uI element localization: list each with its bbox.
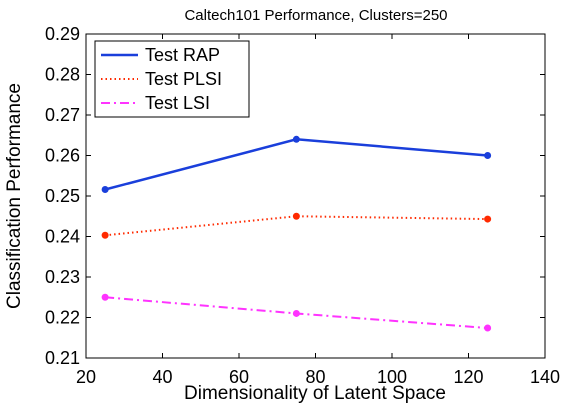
y-ticks: 0.21 0.22 0.23 0.24 0.25 0.26 0.27 0.28 0.29 (45, 24, 545, 368)
x-axis-title: Dimensionality of Latent Space (184, 383, 446, 404)
x-ticks: 20 40 60 80 100 120 140 (76, 34, 560, 387)
x-tick-label: 120 (453, 367, 483, 387)
y-tick-label: 0.28 (45, 65, 80, 85)
data-point (101, 293, 109, 301)
data-point (484, 215, 492, 223)
y-tick-label: 0.21 (45, 348, 80, 368)
x-tick-label: 20 (76, 367, 96, 387)
data-point (101, 186, 109, 194)
series-line-0 (104, 138, 488, 191)
data-point (484, 152, 492, 159)
series-line-1 (105, 215, 488, 237)
chart-title: Caltech101 Performance, Clusters=250 (184, 7, 447, 24)
legend-label: Test LSI (145, 93, 210, 113)
x-tick-label: 100 (377, 367, 407, 387)
legend: Test RAP Test PLSI Test LSI (94, 40, 250, 118)
y-axis-title: Classification Performance (4, 83, 25, 309)
y-tick-label: 0.23 (45, 267, 80, 287)
data-point (101, 231, 109, 239)
y-tick-label: 0.22 (45, 308, 80, 328)
data-point (292, 135, 300, 143)
y-tick-label: 0.27 (45, 105, 80, 125)
legend-box (94, 40, 250, 118)
y-tick-label: 0.29 (45, 24, 80, 44)
legend-label: Test PLSI (145, 69, 222, 89)
y-tick-label: 0.26 (45, 146, 80, 166)
x-tick-label: 40 (152, 367, 172, 387)
y-tick-label: 0.24 (45, 227, 80, 247)
data-point (292, 309, 300, 317)
series-layer (101, 135, 492, 332)
data-point (484, 324, 492, 332)
x-tick-label: 140 (530, 367, 560, 387)
data-point (292, 212, 300, 220)
y-tick-label: 0.25 (45, 186, 80, 206)
x-tick-label: 80 (305, 367, 325, 387)
legend-label: Test RAP (145, 45, 220, 65)
x-tick-label: 60 (229, 367, 249, 387)
